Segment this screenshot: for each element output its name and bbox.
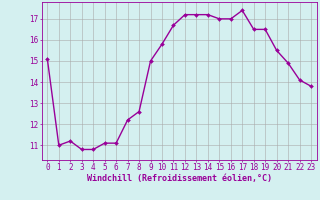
X-axis label: Windchill (Refroidissement éolien,°C): Windchill (Refroidissement éolien,°C): [87, 174, 272, 183]
